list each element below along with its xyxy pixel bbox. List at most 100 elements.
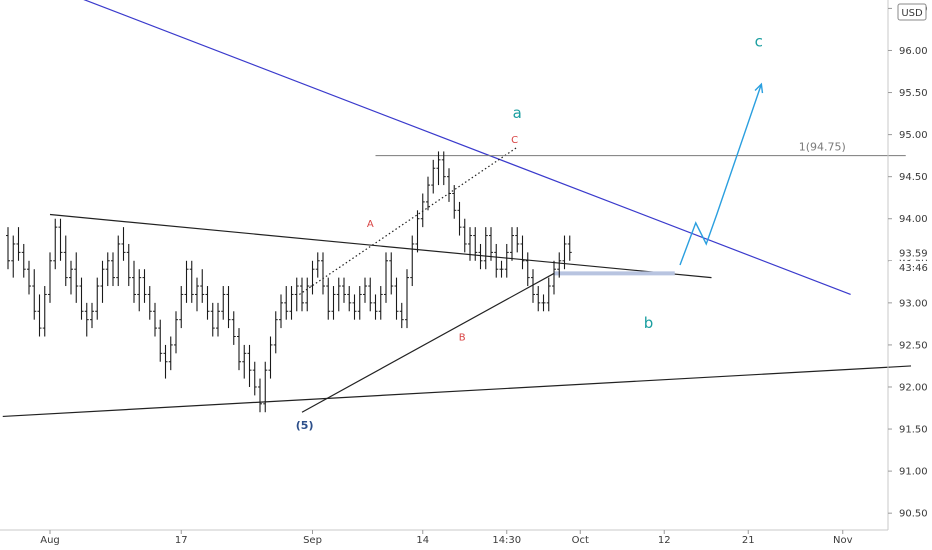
ohlc-bar xyxy=(384,252,388,303)
ohlc-bar xyxy=(357,286,362,320)
ohlc-bar xyxy=(53,218,58,270)
time-tick-label: Oct xyxy=(572,535,589,546)
price-axis[interactable]: 90.5091.0091.5092.0092.5093.0093.5094.00… xyxy=(888,4,932,520)
ohlc-bar xyxy=(531,269,535,303)
ohlc-bar xyxy=(510,227,514,261)
ohlc-bar xyxy=(105,252,110,287)
wave-label[interactable]: b xyxy=(644,314,654,332)
ohlc-bar xyxy=(352,294,357,320)
ohlc-bar xyxy=(546,277,551,312)
wave-label[interactable]: c xyxy=(755,32,763,50)
ohlc-bar xyxy=(37,294,42,337)
ohlc-bar xyxy=(321,252,325,295)
ohlc-bar xyxy=(415,210,420,253)
price-label: 43:46 xyxy=(899,263,928,274)
ohlc-bar xyxy=(237,328,241,371)
wave-label[interactable]: (5) xyxy=(296,419,314,432)
ohlc-bar xyxy=(147,286,152,320)
ohlc-bar xyxy=(168,336,173,371)
ohlc-bar xyxy=(499,260,504,278)
ohlc-bar xyxy=(473,227,478,261)
time-axis[interactable]: Aug 17 Sep 14 14:30 Oct 12 21 Nov xyxy=(40,530,853,546)
ohlc-bar xyxy=(525,252,530,287)
ohlc-bar xyxy=(520,235,525,270)
ohlc-bar xyxy=(373,294,378,320)
ohlc-bar xyxy=(405,269,409,329)
ohlc-bar xyxy=(410,235,415,287)
price-tick-label: 91.50 xyxy=(899,425,928,436)
ohlc-bar xyxy=(378,286,383,320)
ohlc-bar xyxy=(11,235,16,278)
trendline-lower-support[interactable] xyxy=(2,365,912,418)
trendline-triangle-upper[interactable] xyxy=(49,213,712,279)
ohlc-bar xyxy=(132,260,136,303)
ohlc-bar xyxy=(436,151,441,186)
ohlc-bar xyxy=(153,302,157,337)
ohlc-bar xyxy=(447,168,451,202)
ohlc-bar xyxy=(300,277,304,312)
ohlc-bar xyxy=(389,252,394,295)
ohlc-bar xyxy=(457,201,462,236)
ohlc-bar xyxy=(142,269,147,303)
ohlc-bar xyxy=(79,277,84,320)
ohlc-bar xyxy=(100,260,105,303)
ohlc-bar xyxy=(158,319,163,362)
fib-level-label: 1(94.75) xyxy=(799,141,846,154)
ohlc-bar xyxy=(326,277,331,320)
ohlc-bar xyxy=(226,286,231,329)
wave-label[interactable]: C xyxy=(511,135,518,146)
price-label: 93.59 xyxy=(899,249,928,260)
ohlc-bar xyxy=(210,302,215,337)
time-tick-label: Aug xyxy=(40,535,60,546)
time-tick-label: 12 xyxy=(658,535,671,546)
trendline-rising-support[interactable] xyxy=(301,272,555,413)
ohlc-bar xyxy=(179,286,184,329)
ohlc-bar xyxy=(515,227,520,253)
time-tick-label: 21 xyxy=(742,535,755,546)
ohlc-bar xyxy=(315,252,320,278)
ohlc-bar xyxy=(336,277,341,312)
ohlc-bar xyxy=(58,218,63,261)
ohlc-bar xyxy=(342,277,346,303)
price-tick-label: 95.00 xyxy=(899,130,928,141)
ohlc-bar xyxy=(95,277,100,320)
ohlc-bar xyxy=(111,252,115,287)
ohlc-bar xyxy=(74,252,79,303)
price-tick-label: 91.00 xyxy=(899,467,928,478)
ohlc-bar xyxy=(273,311,278,354)
ohlc-bar xyxy=(426,176,430,211)
projection-line[interactable] xyxy=(679,83,763,266)
wave-labels: a c b C A B (5) xyxy=(296,32,763,432)
price-tick-label: 90.50 xyxy=(899,509,928,520)
ohlc-bar xyxy=(195,277,199,312)
ohlc-bar xyxy=(452,185,457,219)
trendline-upper-resistance[interactable] xyxy=(63,0,851,296)
ohlc-bar xyxy=(441,151,446,186)
currency-badge[interactable]: USD xyxy=(897,3,927,21)
wave-label[interactable]: B xyxy=(459,333,466,344)
price-tick-label: 94.50 xyxy=(899,172,928,183)
ohlc-bar xyxy=(221,286,226,320)
ohlc-bar xyxy=(394,277,399,320)
price-tick-label: 96.00 xyxy=(899,46,928,57)
ohlc-bar xyxy=(6,227,10,270)
ohlc-bar xyxy=(69,260,73,295)
price-tick-label: 95.50 xyxy=(899,88,928,99)
price-tick-label: 92.00 xyxy=(899,382,928,393)
ohlc-bar xyxy=(468,227,472,261)
ohlc-bar xyxy=(48,252,52,303)
wave-label[interactable]: a xyxy=(513,104,522,122)
wave-label[interactable]: A xyxy=(367,219,374,230)
ohlc-bar xyxy=(258,378,262,413)
currency-label: USD xyxy=(901,8,923,19)
ohlc-bar xyxy=(16,227,21,261)
ohlc-bar xyxy=(305,277,310,312)
ohlc-bar xyxy=(478,243,483,270)
ohlc-bar xyxy=(84,302,89,337)
ohlc-bar xyxy=(252,361,257,396)
time-tick-label: Nov xyxy=(833,535,853,546)
ohlc-bar xyxy=(284,286,289,320)
ohlc-bar xyxy=(557,252,562,278)
